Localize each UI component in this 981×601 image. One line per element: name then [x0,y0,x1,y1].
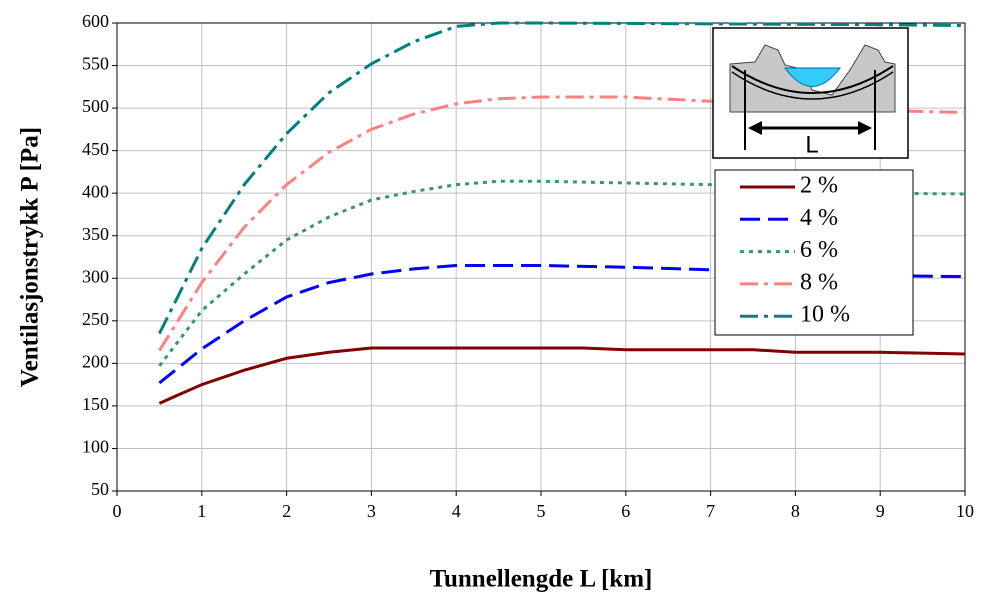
y-tick-label: 500 [82,96,109,116]
x-tick-label: 3 [367,501,376,521]
y-tick-label: 50 [91,479,109,499]
x-tick-label: 4 [452,501,461,521]
x-tick-label: 2 [282,501,291,521]
y-tick-label: 350 [82,224,109,244]
legend: 2 % 4 % 6 % 8 % 10 % [740,173,850,328]
x-axis-label: Tunnellengde L [km] [430,566,653,593]
legend-label: 8 % [800,269,838,295]
series-line [158,95,965,352]
series-line [158,179,965,367]
y-tick-label: 550 [82,54,109,74]
legend-label: 6 % [800,237,838,263]
y-tick-label: 150 [82,394,109,414]
x-tick-label: 0 [113,501,122,521]
x-tick-label: 10 [956,501,974,521]
series-line [158,346,965,405]
y-tick-label: 400 [82,181,109,201]
legend-label: 4 % [800,205,838,231]
x-tick-label: 8 [791,501,800,521]
x-tick-label: 5 [537,501,546,521]
x-tick-label: 9 [876,501,885,521]
x-tick-label: 7 [706,501,715,521]
x-tick-label: 1 [197,501,206,521]
series-line [158,21,965,335]
legend-box [714,169,914,336]
y-tick-label: 200 [82,351,109,371]
legend-label: 10 % [800,302,850,328]
y-axis-label: Ventilasjonstrykk P [Pa] [17,127,44,387]
y-tick-label: 600 [82,11,109,31]
x-tick-label: 6 [621,501,630,521]
y-tick-label: 450 [82,139,109,159]
y-tick-label: 300 [82,266,109,286]
legend-label: 2 % [800,173,838,199]
inset-label: L [805,131,818,158]
y-tick-label: 100 [82,437,109,457]
inset-image: L [712,27,909,159]
y-tick-label: 250 [82,309,109,329]
